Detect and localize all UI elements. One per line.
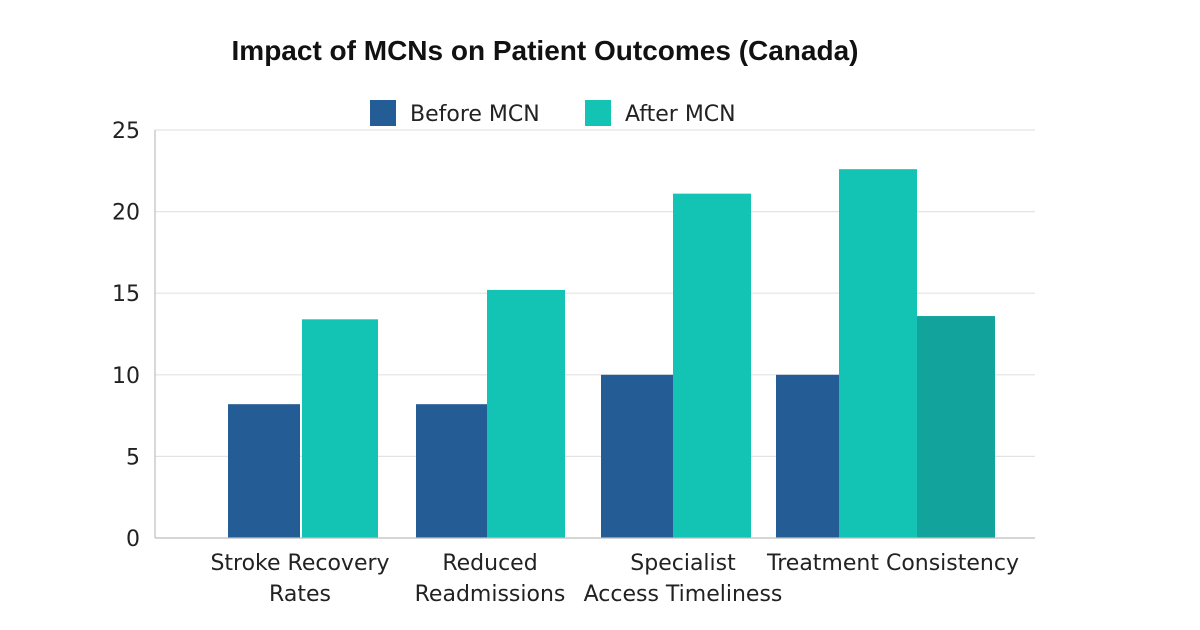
chart-title: Impact of MCNs on Patient Outcomes (Cana… bbox=[232, 35, 859, 66]
legend-swatch-after-mcn bbox=[585, 100, 611, 126]
y-tick-label-10: 10 bbox=[112, 364, 140, 389]
x-category-label-3-line-1: Specialist bbox=[630, 551, 736, 576]
x-axis-categories: Stroke Recovery Rates Reduced Readmissions S… bbox=[210, 551, 1019, 607]
bar-after-mcn-stroke-recovery-rates bbox=[302, 319, 378, 538]
y-tick-label-25: 25 bbox=[112, 119, 140, 144]
x-category-label-2-line-1: Reduced bbox=[442, 551, 537, 576]
x-category-label-1-line-1: Stroke Recovery bbox=[210, 551, 389, 576]
bar-before-mcn-reduced-readmissions bbox=[416, 404, 487, 538]
x-category-label-2-line-2: Readmissions bbox=[415, 582, 566, 607]
x-category-label-1-line-2: Rates bbox=[269, 582, 331, 607]
legend: Before MCN After MCN bbox=[370, 100, 736, 127]
bar-after-mcn-treatment-consistency bbox=[839, 169, 917, 538]
legend-label-after-mcn: After MCN bbox=[625, 102, 736, 127]
bar-after-mcn-reduced-readmissions bbox=[487, 289, 565, 538]
bar-before-mcn-stroke-recovery-rates bbox=[228, 404, 300, 538]
bar-extra-treatment-consistency bbox=[917, 316, 995, 538]
legend-label-before-mcn: Before MCN bbox=[410, 102, 540, 127]
bar-before-mcn-treatment-consistency bbox=[776, 374, 839, 538]
bar-before-mcn-specialist-access-timeliness bbox=[601, 374, 673, 538]
x-category-label-3-line-2: Access Timeliness bbox=[584, 582, 783, 607]
y-tick-label-20: 20 bbox=[112, 201, 140, 226]
y-tick-label-5: 5 bbox=[126, 445, 140, 470]
bar-after-mcn-specialist-access-timeliness bbox=[673, 193, 751, 538]
y-tick-label-15: 15 bbox=[112, 282, 140, 307]
y-axis-ticks: 0 5 10 15 20 25 bbox=[112, 119, 140, 552]
y-tick-label-0: 0 bbox=[126, 527, 140, 552]
bars bbox=[228, 169, 995, 538]
legend-swatch-before-mcn bbox=[370, 100, 396, 126]
x-category-label-4-line-1: Treatment Consistency bbox=[766, 551, 1019, 576]
